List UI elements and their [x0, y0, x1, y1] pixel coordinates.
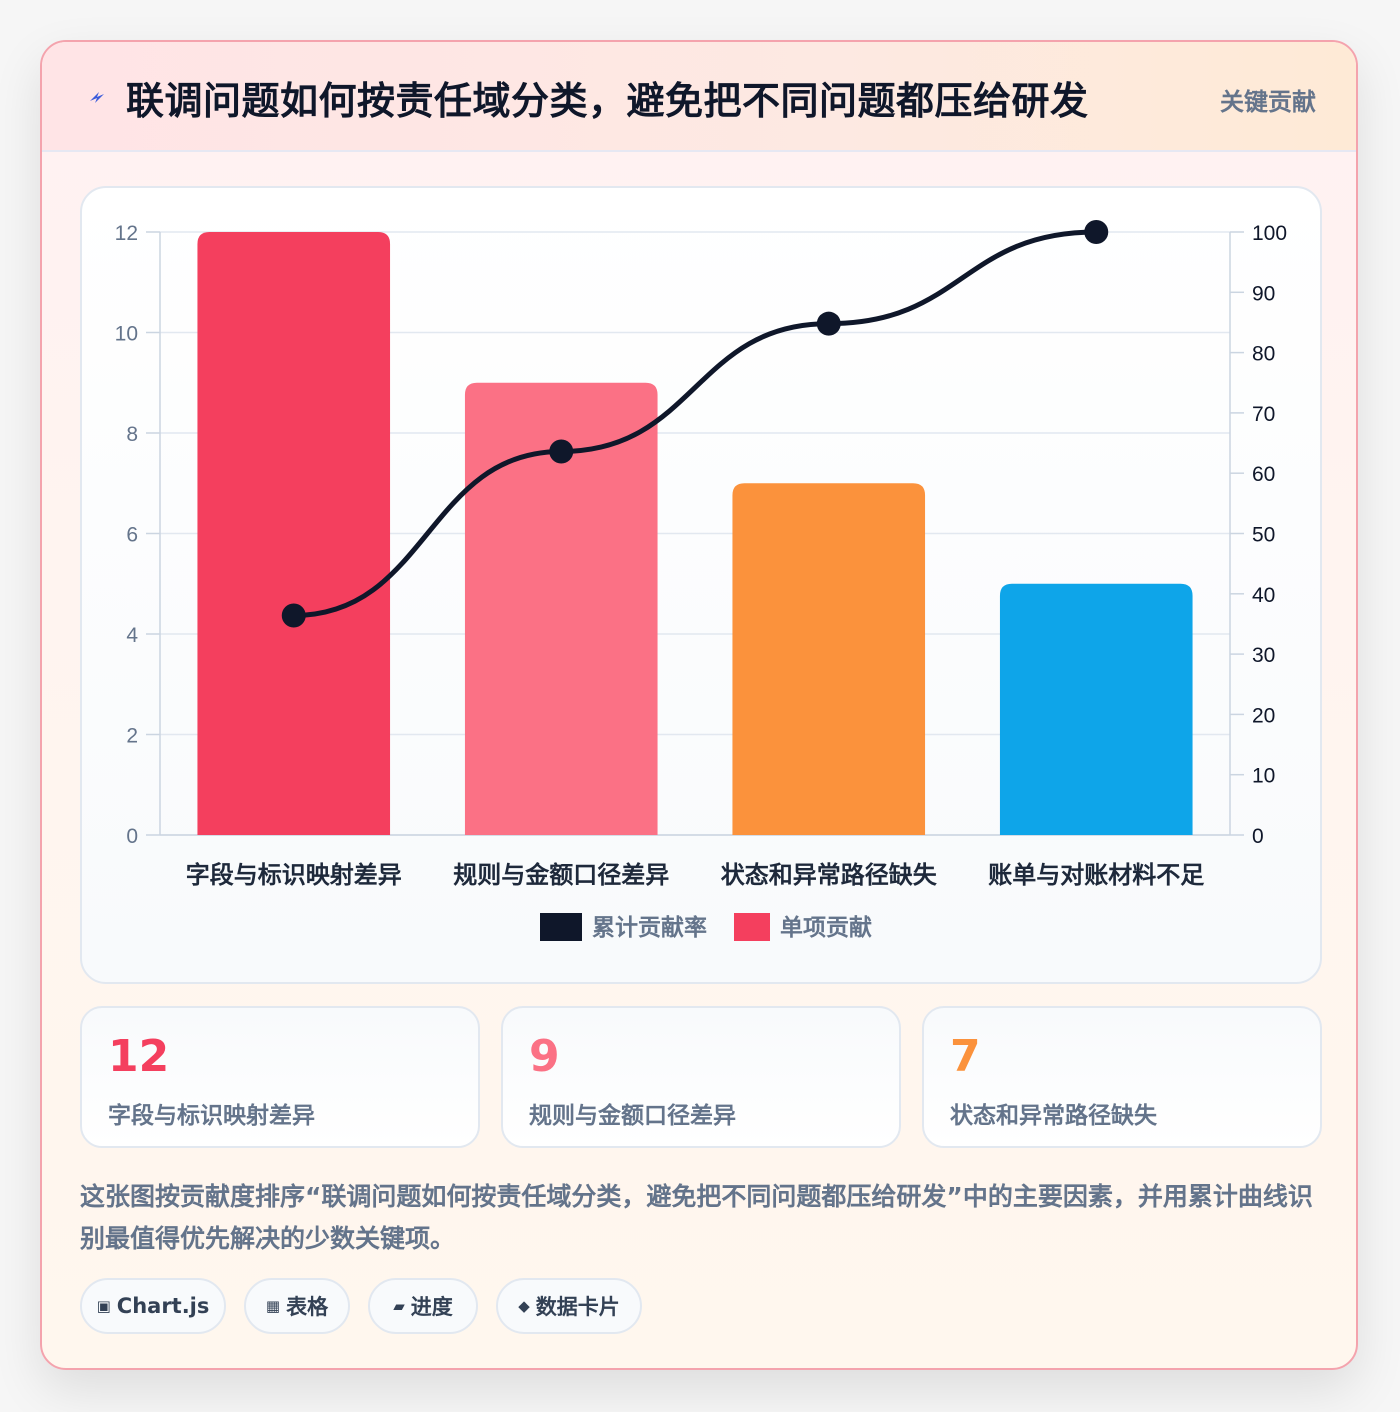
stat-card-1: 12 字段与标识映射差异: [80, 1006, 480, 1148]
chart-card: 联调问题如何按责任域分类，避免把不同问题都压给研发 关键贡献 0 2 4 6 8 10 12…: [40, 40, 1358, 1370]
stat-value: 7: [950, 1031, 981, 1082]
stat-label: 状态和异常路径缺失: [950, 1103, 1157, 1129]
pareto-chart: 0 2 4 6 8 10 12 0 10 20 30 40 50 60 70 80 90 100 字段与标识映射差异…: [115, 220, 1287, 941]
y-left-tick-label: 10: [115, 323, 138, 346]
cumulative-line: [291, 229, 1099, 619]
y-right-tick-label: 50: [1252, 524, 1275, 547]
x-tick-label: 字段与标识映射差异: [186, 861, 402, 889]
y-right-tick-label: 20: [1252, 704, 1275, 727]
y-left-tick-label: 4: [126, 624, 138, 647]
x-tick-label: 规则与金额口径差异: [453, 861, 669, 889]
chart-frame-icon: ▣: [96, 1297, 111, 1315]
bar-1: [197, 232, 391, 835]
y-left-tick-label: 0: [126, 825, 138, 848]
chart-panel: 0 2 4 6 8 10 12 0 10 20 30 40 50 60 70 80 90 100 字段与标识映射差异…: [80, 186, 1322, 984]
table-icon: ▦: [265, 1297, 281, 1315]
cumulative-point-4: [1084, 220, 1109, 244]
x-tick-label: 账单与对账材料不足: [988, 861, 1204, 889]
tag-progress[interactable]: ▰ 进度: [368, 1278, 478, 1334]
cumulative-point-2: [549, 439, 574, 464]
diamond-icon: ◆: [518, 1297, 530, 1315]
stat-label: 字段与标识映射差异: [108, 1103, 315, 1129]
tag-table[interactable]: ▦ 表格: [244, 1278, 350, 1334]
y-left-tick-label: 8: [126, 423, 138, 446]
y-left-tick-label: 2: [126, 725, 138, 748]
y-right-tick-label: 0: [1252, 825, 1264, 848]
y-right-tick-label: 80: [1252, 343, 1275, 366]
stat-card-2: 9 规则与金额口径差异: [501, 1006, 901, 1148]
legend-label: 累计贡献率: [592, 914, 707, 941]
tag-chartjs[interactable]: ▣ Chart.js: [80, 1278, 226, 1334]
tag-label: 数据卡片: [535, 1295, 620, 1319]
cumulative-point-3: [816, 311, 841, 336]
bar-4: [999, 583, 1193, 835]
y-right-tick-label: 10: [1252, 765, 1275, 788]
page-title: 联调问题如何按责任域分类，避免把不同问题都压给研发: [126, 79, 1089, 123]
chart-description: 这张图按贡献度排序“联调问题如何按责任域分类，避免把不同问题都压给研发”中的主要…: [80, 1182, 1313, 1253]
stat-label: 规则与金额口径差异: [529, 1103, 736, 1129]
y-right-tick-label: 40: [1252, 584, 1275, 607]
bar-2: [464, 382, 658, 835]
card-header: 联调问题如何按责任域分类，避免把不同问题都压给研发 关键贡献: [42, 42, 1356, 152]
y-right-tick-label: 60: [1252, 463, 1275, 486]
key-contribution-badge: 关键贡献: [1220, 88, 1316, 116]
legend-swatch: [540, 913, 582, 941]
stat-value: 12: [108, 1031, 170, 1082]
tag-label: 进度: [410, 1295, 453, 1319]
y-right-tick-label: 90: [1252, 282, 1275, 305]
cumulative-point-1: [281, 603, 306, 628]
lightning-bolt-icon: [90, 92, 104, 103]
stat-value: 9: [529, 1031, 560, 1082]
tag-data-card[interactable]: ◆ 数据卡片: [496, 1278, 642, 1334]
progress-icon: ▰: [393, 1297, 405, 1315]
y-right-tick-label: 70: [1252, 403, 1275, 426]
x-tick-label: 状态和异常路径缺失: [721, 861, 938, 889]
y-left-tick-label: 6: [126, 524, 138, 547]
legend-label: 单项贡献: [780, 915, 872, 941]
tag-label: Chart.js: [116, 1294, 210, 1318]
legend-swatch: [734, 913, 770, 941]
y-left-tick-label: 12: [115, 222, 138, 245]
y-right-tick-label: 30: [1252, 644, 1275, 667]
stat-card-3: 7 状态和异常路径缺失: [922, 1006, 1322, 1148]
bar-3: [732, 483, 926, 835]
y-right-tick-label: 100: [1252, 222, 1287, 245]
tag-label: 表格: [286, 1295, 329, 1319]
